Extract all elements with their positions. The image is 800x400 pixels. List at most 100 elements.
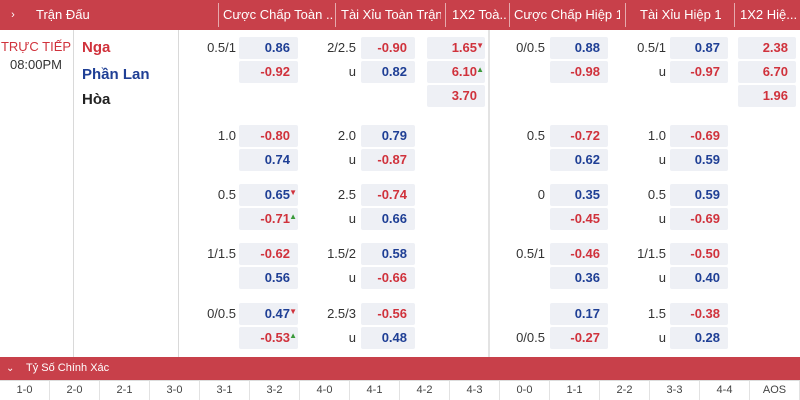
odds-cell[interactable]: 0.58 [361, 243, 415, 265]
odds-cell[interactable]: -0.74 [361, 184, 415, 206]
under-label: u [348, 270, 356, 285]
score-option[interactable]: 0-0 [500, 381, 550, 400]
odds-cell[interactable]: 0.74 [239, 149, 298, 171]
draw-label: Hòa [82, 91, 111, 108]
score-option[interactable]: 4-4 [700, 381, 750, 400]
under-label: u [658, 270, 666, 285]
odds-cell[interactable]: 0.59 [670, 184, 728, 206]
odds-cell-1x2-home[interactable]: 1.65 ▼ [427, 37, 485, 59]
odds-cell[interactable]: 0.35 [550, 184, 608, 206]
handicap-line: 0.5/1 [516, 246, 545, 261]
score-option[interactable]: AOS [750, 381, 800, 400]
score-option[interactable]: 1-0 [0, 381, 50, 400]
score-option[interactable]: 4-3 [450, 381, 500, 400]
column-header-fulltime-1x2[interactable]: 1X2 Toà... [452, 7, 506, 22]
odds-cell[interactable]: -0.90 [361, 37, 415, 59]
handicap-line: 1.0 [217, 128, 236, 143]
column-header-half1-handicap[interactable]: Cược Chấp Hiệp 1 [514, 7, 620, 22]
under-label: u [348, 330, 356, 345]
odds-cell[interactable]: -0.50 [670, 243, 728, 265]
odds-cell[interactable]: -0.69 [670, 125, 728, 147]
odds-cell[interactable]: -0.72 [550, 125, 608, 147]
odds-cell[interactable]: 0.86 [239, 37, 298, 59]
score-option[interactable]: 4-1 [350, 381, 400, 400]
arrow-up-icon: ▲ [289, 212, 297, 221]
odds-cell-1x2-home[interactable]: 2.38 [738, 37, 796, 59]
under-label: u [348, 64, 356, 79]
score-option[interactable]: 2-1 [100, 381, 150, 400]
odds-cell[interactable]: 0.28 [670, 327, 728, 349]
score-option[interactable]: 3-2 [250, 381, 300, 400]
match-odds-table: TRỰC TIẾP 08:00PM Nga Phần Lan Hòa 0.5/1… [0, 30, 800, 357]
odds-cell-1x2-away[interactable]: 6.70 [738, 61, 796, 83]
odds-cell-1x2-draw[interactable]: 1.96 [738, 85, 796, 107]
odds-cell[interactable]: -0.27 [550, 327, 608, 349]
odds-cell[interactable]: -0.45 [550, 208, 608, 230]
column-header-half1-overunder[interactable]: Tài Xỉu Hiệp 1 [640, 7, 722, 22]
column-header-fulltime-handicap[interactable]: Cược Chấp Toàn ... [223, 7, 333, 22]
chevron-down-icon[interactable]: ⌄ [6, 363, 15, 374]
overunder-line: 2.5/3 [327, 306, 356, 321]
handicap-line: 0/0.5 [516, 330, 545, 345]
overunder-line: 0.5/1 [637, 40, 666, 55]
score-option[interactable]: 3-1 [200, 381, 250, 400]
odds-cell[interactable]: -0.92 [239, 61, 298, 83]
home-team-name[interactable]: Nga [82, 39, 111, 56]
handicap-line: 0/0.5 [516, 40, 545, 55]
correct-score-title: Tỷ Số Chính Xác [26, 362, 110, 374]
odds-cell[interactable]: -0.62 [239, 243, 298, 265]
odds-cell[interactable]: 0.47 ▼ [239, 303, 298, 325]
odds-cell[interactable]: -0.53 ▲ [239, 327, 298, 349]
handicap-line: 0.5 [526, 128, 545, 143]
odds-cell[interactable]: 0.56 [239, 267, 298, 289]
odds-cell[interactable]: -0.56 [361, 303, 415, 325]
odds-cell[interactable]: -0.98 [550, 61, 608, 83]
odds-cell[interactable]: -0.46 [550, 243, 608, 265]
odds-cell[interactable]: 0.62 [550, 149, 608, 171]
odds-cell[interactable]: -0.97 [670, 61, 728, 83]
overunder-line: 0.5 [647, 187, 666, 202]
odds-cell[interactable]: 0.17 [550, 303, 608, 325]
odds-cell[interactable]: 0.48 [361, 327, 415, 349]
odds-cell[interactable]: -0.66 [361, 267, 415, 289]
score-option[interactable]: 3-3 [650, 381, 700, 400]
score-option[interactable]: 4-2 [400, 381, 450, 400]
odds-value: 0.65 [264, 187, 290, 202]
away-team-name[interactable]: Phần Lan [82, 66, 150, 83]
overunder-line: 2/2.5 [327, 40, 356, 55]
odds-cell[interactable]: 0.79 [361, 125, 415, 147]
odds-cell-1x2-away[interactable]: 6.10 ▲ [427, 61, 485, 83]
column-header-half1-1x2[interactable]: 1X2 Hiệ... [740, 7, 798, 22]
odds-cell[interactable]: 0.40 [670, 267, 728, 289]
score-option[interactable]: 1-1 [550, 381, 600, 400]
overunder-line: 1.5/2 [327, 246, 356, 261]
under-label: u [348, 211, 356, 226]
expand-chevron-icon[interactable]: › [11, 9, 15, 21]
odds-cell[interactable]: 0.88 [550, 37, 608, 59]
odds-cell[interactable]: 0.65 ▼ [239, 184, 298, 206]
odds-cell[interactable]: 0.82 [361, 61, 415, 83]
score-option[interactable]: 2-2 [600, 381, 650, 400]
odds-cell[interactable]: 0.59 [670, 149, 728, 171]
odds-cell-1x2-draw[interactable]: 3.70 [427, 85, 485, 107]
column-header-fulltime-overunder[interactable]: Tài Xỉu Toàn Trận [341, 7, 441, 22]
score-option[interactable]: 4-0 [300, 381, 350, 400]
overunder-line: 1.5 [647, 306, 666, 321]
odds-cell[interactable]: 0.87 [670, 37, 728, 59]
odds-cell[interactable]: 0.66 [361, 208, 415, 230]
odds-cell[interactable]: -0.69 [670, 208, 728, 230]
kickoff-time: 08:00PM [9, 57, 63, 72]
score-option[interactable]: 2-0 [50, 381, 100, 400]
odds-cell[interactable]: -0.38 [670, 303, 728, 325]
column-header-match[interactable]: Trận Đấu [36, 7, 90, 22]
odds-cell[interactable]: 0.36 [550, 267, 608, 289]
score-option[interactable]: 3-0 [150, 381, 200, 400]
arrow-down-icon: ▼ [289, 188, 297, 197]
odds-cell[interactable]: -0.87 [361, 149, 415, 171]
correct-score-header[interactable]: ⌄ Tỷ Số Chính Xác [0, 357, 800, 380]
under-label: u [658, 64, 666, 79]
odds-cell[interactable]: -0.71 ▲ [239, 208, 298, 230]
handicap-line: 0/0.5 [207, 306, 236, 321]
arrow-up-icon: ▲ [289, 331, 297, 340]
odds-cell[interactable]: -0.80 [239, 125, 298, 147]
